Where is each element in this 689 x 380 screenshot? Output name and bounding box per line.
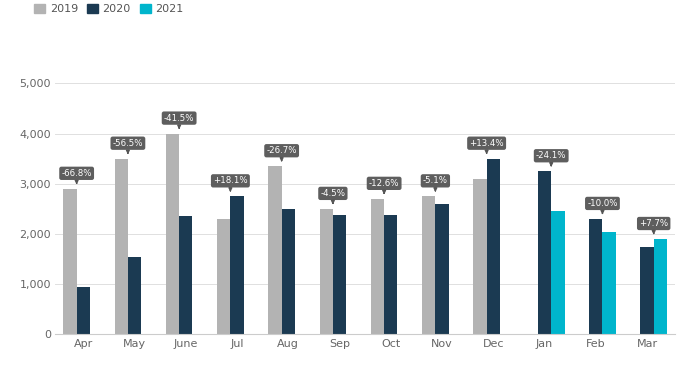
Text: -10.0%: -10.0% (587, 199, 618, 214)
Bar (486, 159, 500, 334)
Bar (76, 287, 90, 334)
Text: -26.7%: -26.7% (267, 146, 297, 161)
Text: -12.6%: -12.6% (369, 179, 400, 193)
Bar (371, 199, 384, 334)
Bar (422, 196, 435, 334)
Bar (333, 215, 346, 334)
Bar (640, 247, 654, 334)
Bar (435, 204, 449, 334)
Bar (63, 189, 76, 334)
Bar (551, 211, 564, 334)
Text: +7.7%: +7.7% (639, 219, 668, 233)
Bar (217, 219, 230, 334)
Legend: 2019, 2020, 2021: 2019, 2020, 2021 (30, 0, 188, 19)
Bar (128, 256, 141, 334)
Bar (654, 239, 667, 334)
Bar (602, 231, 616, 334)
Text: -41.5%: -41.5% (164, 114, 194, 128)
Bar (320, 209, 333, 334)
Text: -5.1%: -5.1% (423, 176, 448, 191)
Text: -4.5%: -4.5% (320, 189, 345, 203)
Bar (538, 171, 551, 334)
Bar (473, 179, 486, 334)
Bar (114, 159, 128, 334)
Bar (282, 209, 295, 334)
Bar (230, 196, 244, 334)
Text: -24.1%: -24.1% (536, 151, 566, 166)
Bar (589, 219, 602, 334)
Bar (384, 215, 398, 334)
Bar (166, 134, 179, 334)
Text: +18.1%: +18.1% (213, 176, 248, 191)
Text: -56.5%: -56.5% (112, 139, 143, 153)
Text: +13.4%: +13.4% (469, 139, 504, 153)
Bar (268, 166, 282, 334)
Bar (179, 217, 192, 334)
Text: -66.8%: -66.8% (61, 169, 92, 183)
